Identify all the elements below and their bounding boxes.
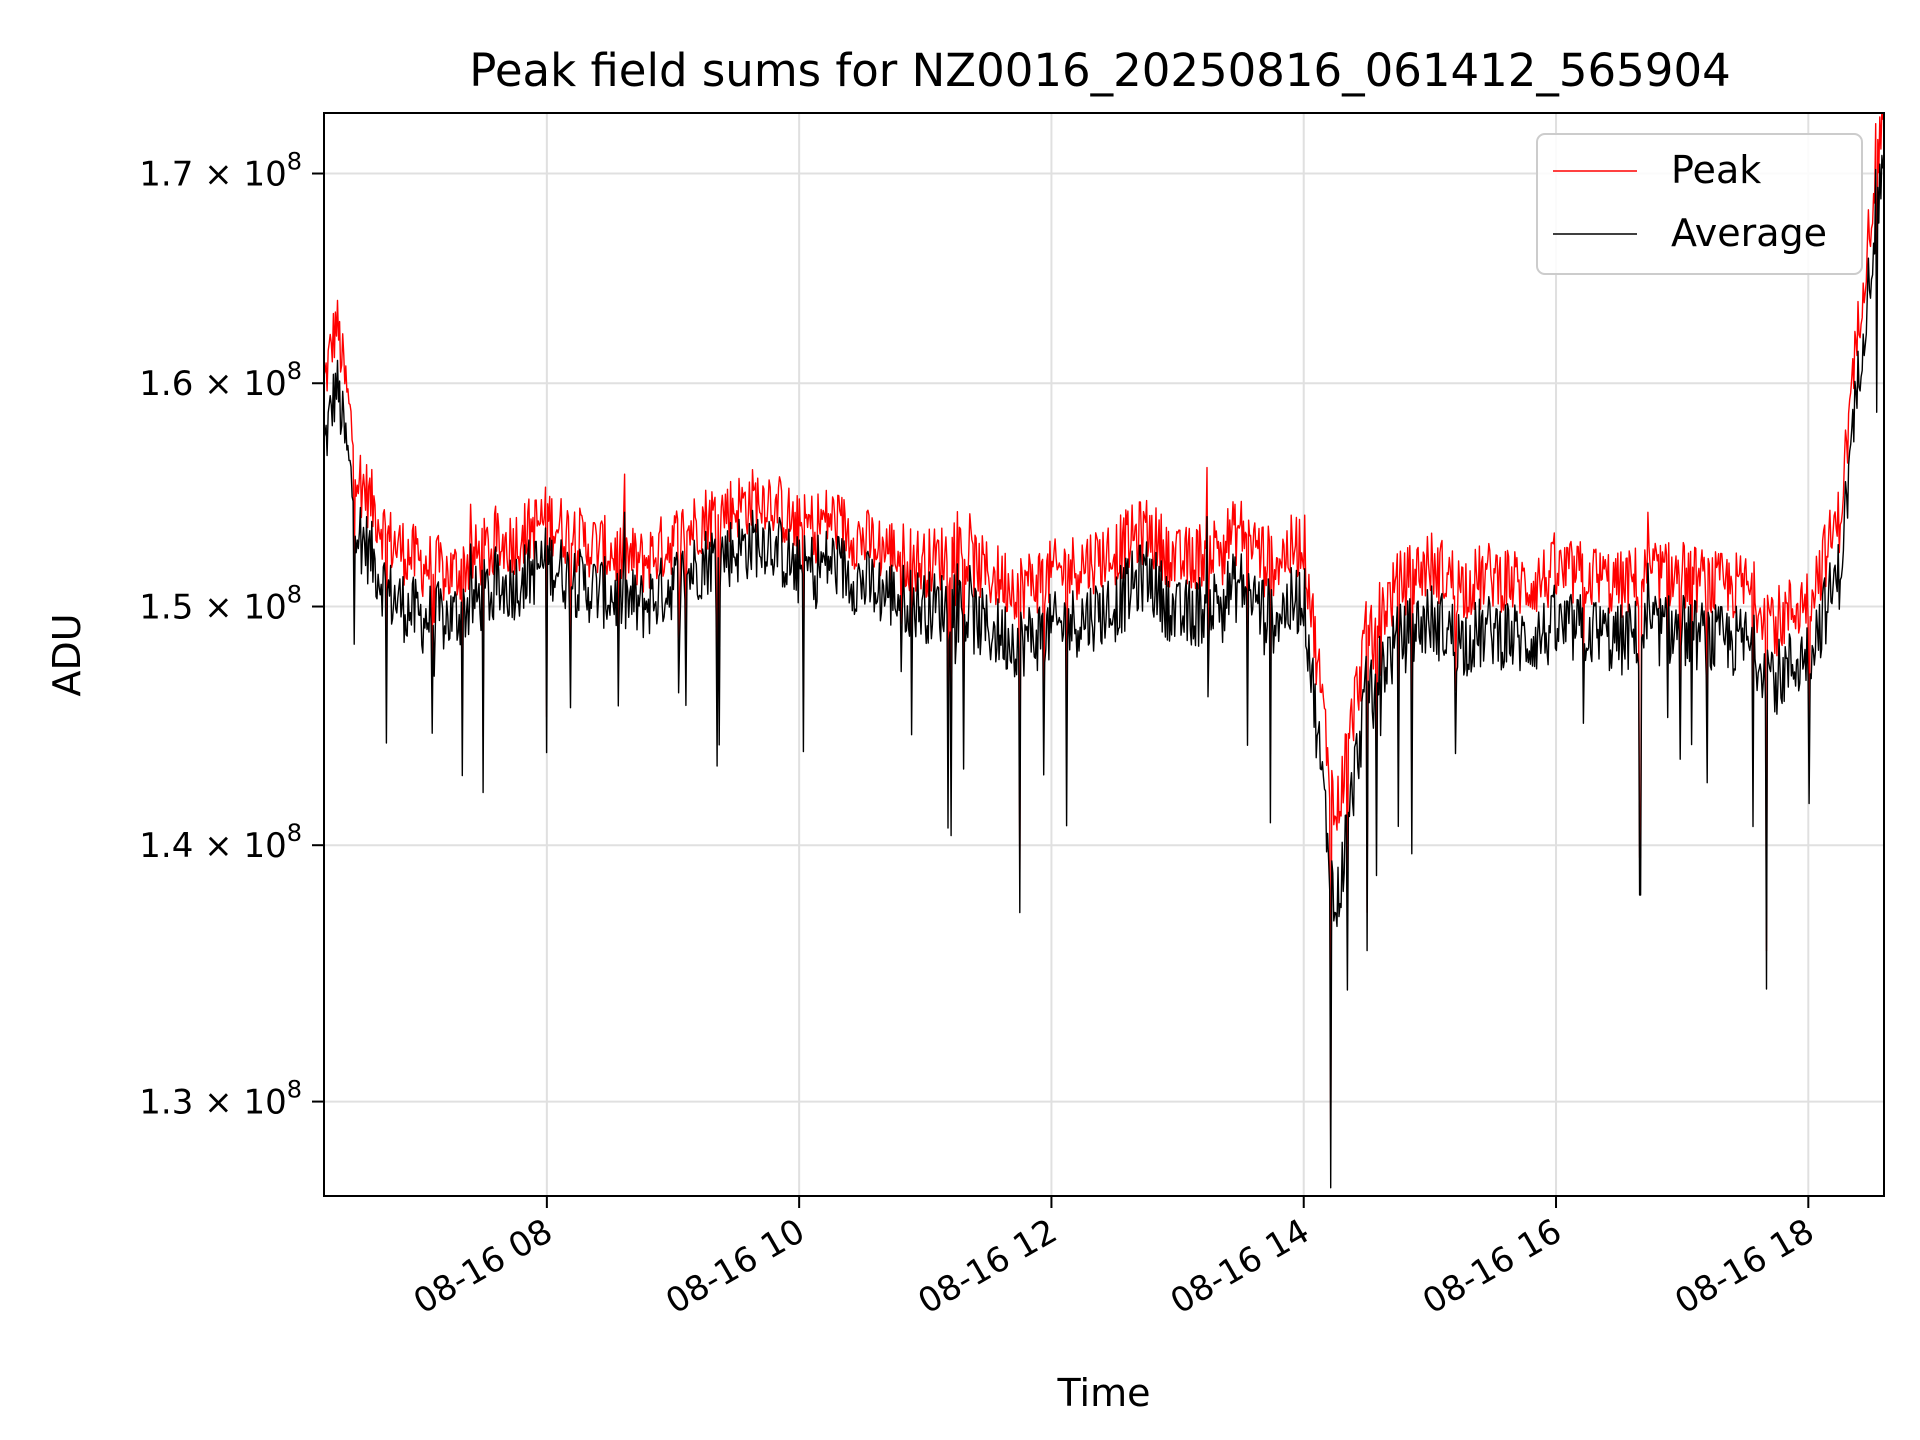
legend-label-peak: Peak (1671, 148, 1761, 192)
legend-label-average: Average (1671, 211, 1827, 255)
y-tick-label: 1.7 × 108 (139, 148, 302, 195)
series-layer (324, 113, 1884, 1189)
series-line-peak (324, 113, 1884, 1148)
y-tick-label: 1.3 × 108 (139, 1076, 302, 1123)
series-line-average (324, 154, 1884, 1189)
legend: Peak Average (1536, 133, 1863, 275)
plot-frame (323, 112, 1885, 1197)
legend-box (1536, 133, 1863, 275)
y-axis-label: ADU (45, 613, 89, 696)
y-axis: 1.3 × 108 1.4 × 108 1.5 × 108 1.6 × 108 1.7 … (139, 148, 324, 1123)
y-tick-label: 1.5 × 108 (139, 581, 302, 628)
x-axis-label: Time (1057, 1371, 1151, 1415)
y-tick-label: 1.6 × 108 (139, 357, 302, 404)
y-tick-label: 1.4 × 108 (139, 819, 302, 866)
chart-title: Peak field sums for NZ0016_20250816_0614… (469, 44, 1730, 97)
plot-area (324, 113, 1884, 1196)
